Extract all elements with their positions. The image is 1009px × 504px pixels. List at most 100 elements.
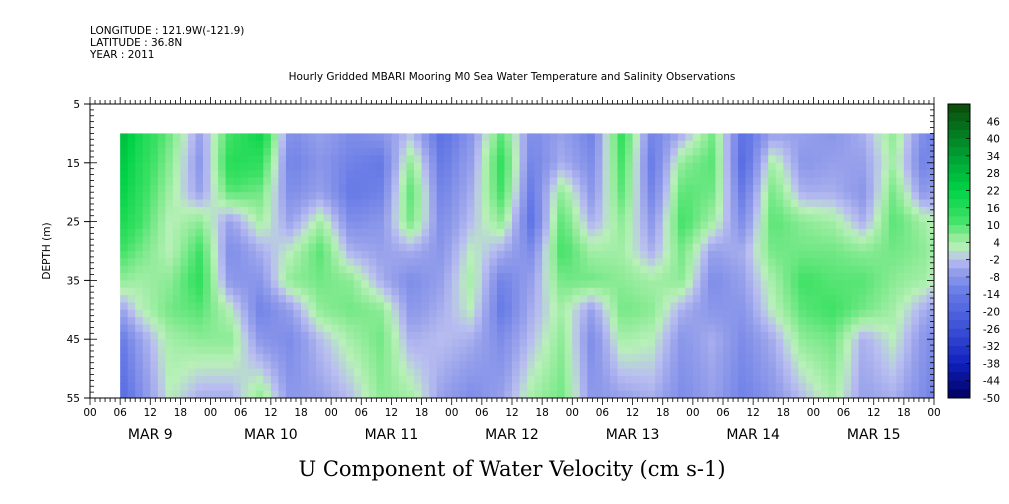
heatmap-cell [843, 177, 852, 186]
heatmap-cell [564, 273, 573, 281]
heatmap-cell [353, 353, 362, 362]
heatmap-cell [527, 280, 536, 289]
heatmap-cell [308, 199, 317, 208]
heatmap-cell [474, 258, 483, 267]
heatmap-cell [670, 140, 679, 149]
heatmap-cell [225, 390, 234, 399]
heatmap-cell [873, 214, 882, 222]
heatmap-cell [745, 133, 754, 142]
heatmap-cell [798, 273, 807, 281]
heatmap-cell [436, 361, 445, 369]
heatmap-cell [911, 339, 920, 347]
heatmap-cell [579, 346, 588, 355]
heatmap-cell [557, 177, 566, 186]
heatmap-cell [903, 236, 912, 245]
heatmap-cell [753, 383, 762, 392]
heatmap-cell [519, 324, 528, 333]
heatmap-cell [481, 228, 490, 237]
heatmap-cell [707, 331, 716, 340]
heatmap-cell [579, 375, 588, 384]
heatmap-cell [127, 258, 136, 267]
heatmap-cell [798, 140, 807, 149]
heatmap-cell [157, 273, 166, 281]
heatmap-cell [805, 258, 814, 267]
heatmap-cell [383, 214, 392, 222]
heatmap-cell [813, 375, 822, 384]
heatmap-cell [670, 368, 679, 377]
heatmap-cell [723, 383, 731, 392]
heatmap-cell [685, 390, 694, 399]
heatmap-cell [444, 133, 453, 142]
heatmap-cell [466, 148, 475, 156]
heatmap-cell [270, 361, 279, 369]
heatmap-cell [255, 236, 264, 245]
heatmap-cell [120, 353, 129, 362]
heatmap-cell [609, 221, 618, 230]
heatmap-cell [557, 317, 566, 325]
heatmap-cell [278, 148, 287, 156]
heatmap-cell [730, 214, 739, 222]
heatmap-cell [474, 236, 483, 245]
heatmap-cell [527, 346, 536, 355]
heatmap-cell [142, 317, 151, 325]
heatmap-cell [225, 309, 234, 318]
heatmap-cell [512, 199, 520, 208]
heatmap-cell [346, 221, 355, 230]
heatmap-cell [489, 206, 498, 215]
heatmap-cell [542, 324, 551, 333]
heatmap-cell [655, 251, 664, 259]
longitude-label: LONGITUDE : 121.9W(-121.9) [90, 25, 244, 37]
heatmap-cell [172, 273, 181, 281]
heatmap-cell [625, 243, 633, 252]
heatmap-cell [308, 162, 317, 171]
heatmap-cell [700, 317, 709, 325]
heatmap-cell [346, 295, 355, 303]
heatmap-cell [632, 331, 641, 340]
heatmap-cell [790, 251, 799, 259]
heatmap-cell [858, 346, 867, 355]
heatmap-cell [572, 265, 581, 274]
heatmap-cell [414, 155, 422, 164]
heatmap-cell [715, 184, 724, 193]
heatmap-cell [361, 251, 370, 259]
heatmap-cell [376, 214, 385, 222]
heatmap-cell [263, 228, 272, 237]
heatmap-cell [504, 214, 513, 222]
heatmap-cell [557, 155, 566, 164]
heatmap-cell [768, 148, 777, 156]
heatmap-cell [760, 177, 769, 186]
heatmap-cell [301, 258, 309, 267]
heatmap-cell [926, 162, 935, 171]
heatmap-cell [150, 383, 159, 392]
heatmap-cell [866, 177, 875, 186]
x-hour-label: 12 [505, 407, 518, 419]
heatmap-cell [368, 155, 377, 164]
heatmap-cell [572, 236, 581, 245]
heatmap-cell [338, 383, 347, 392]
heatmap-cell [466, 390, 475, 399]
heatmap-cell [617, 346, 626, 355]
heatmap-cell [481, 184, 490, 193]
heatmap-cell [323, 243, 332, 252]
heatmap-cell [436, 287, 445, 296]
heatmap-cell [376, 273, 385, 281]
heatmap-cell [496, 273, 505, 281]
heatmap-cell [745, 353, 754, 362]
heatmap-cell [707, 243, 716, 252]
heatmap-cell [542, 184, 551, 193]
heatmap-cell [896, 133, 905, 142]
heatmap-cell [165, 390, 174, 399]
heatmap-cell [594, 251, 603, 259]
heatmap-cell [670, 170, 679, 178]
heatmap-cell [489, 317, 498, 325]
heatmap-cell [346, 243, 355, 252]
heatmap-cell [783, 228, 792, 237]
heatmap-cell [301, 346, 309, 355]
heatmap-cell [858, 155, 867, 164]
heatmap-cell [240, 295, 249, 303]
heatmap-cell [338, 199, 347, 208]
heatmap-cell [632, 309, 641, 318]
heatmap-cell [142, 251, 151, 259]
heatmap-cell [798, 309, 807, 318]
heatmap-cell [768, 155, 777, 164]
